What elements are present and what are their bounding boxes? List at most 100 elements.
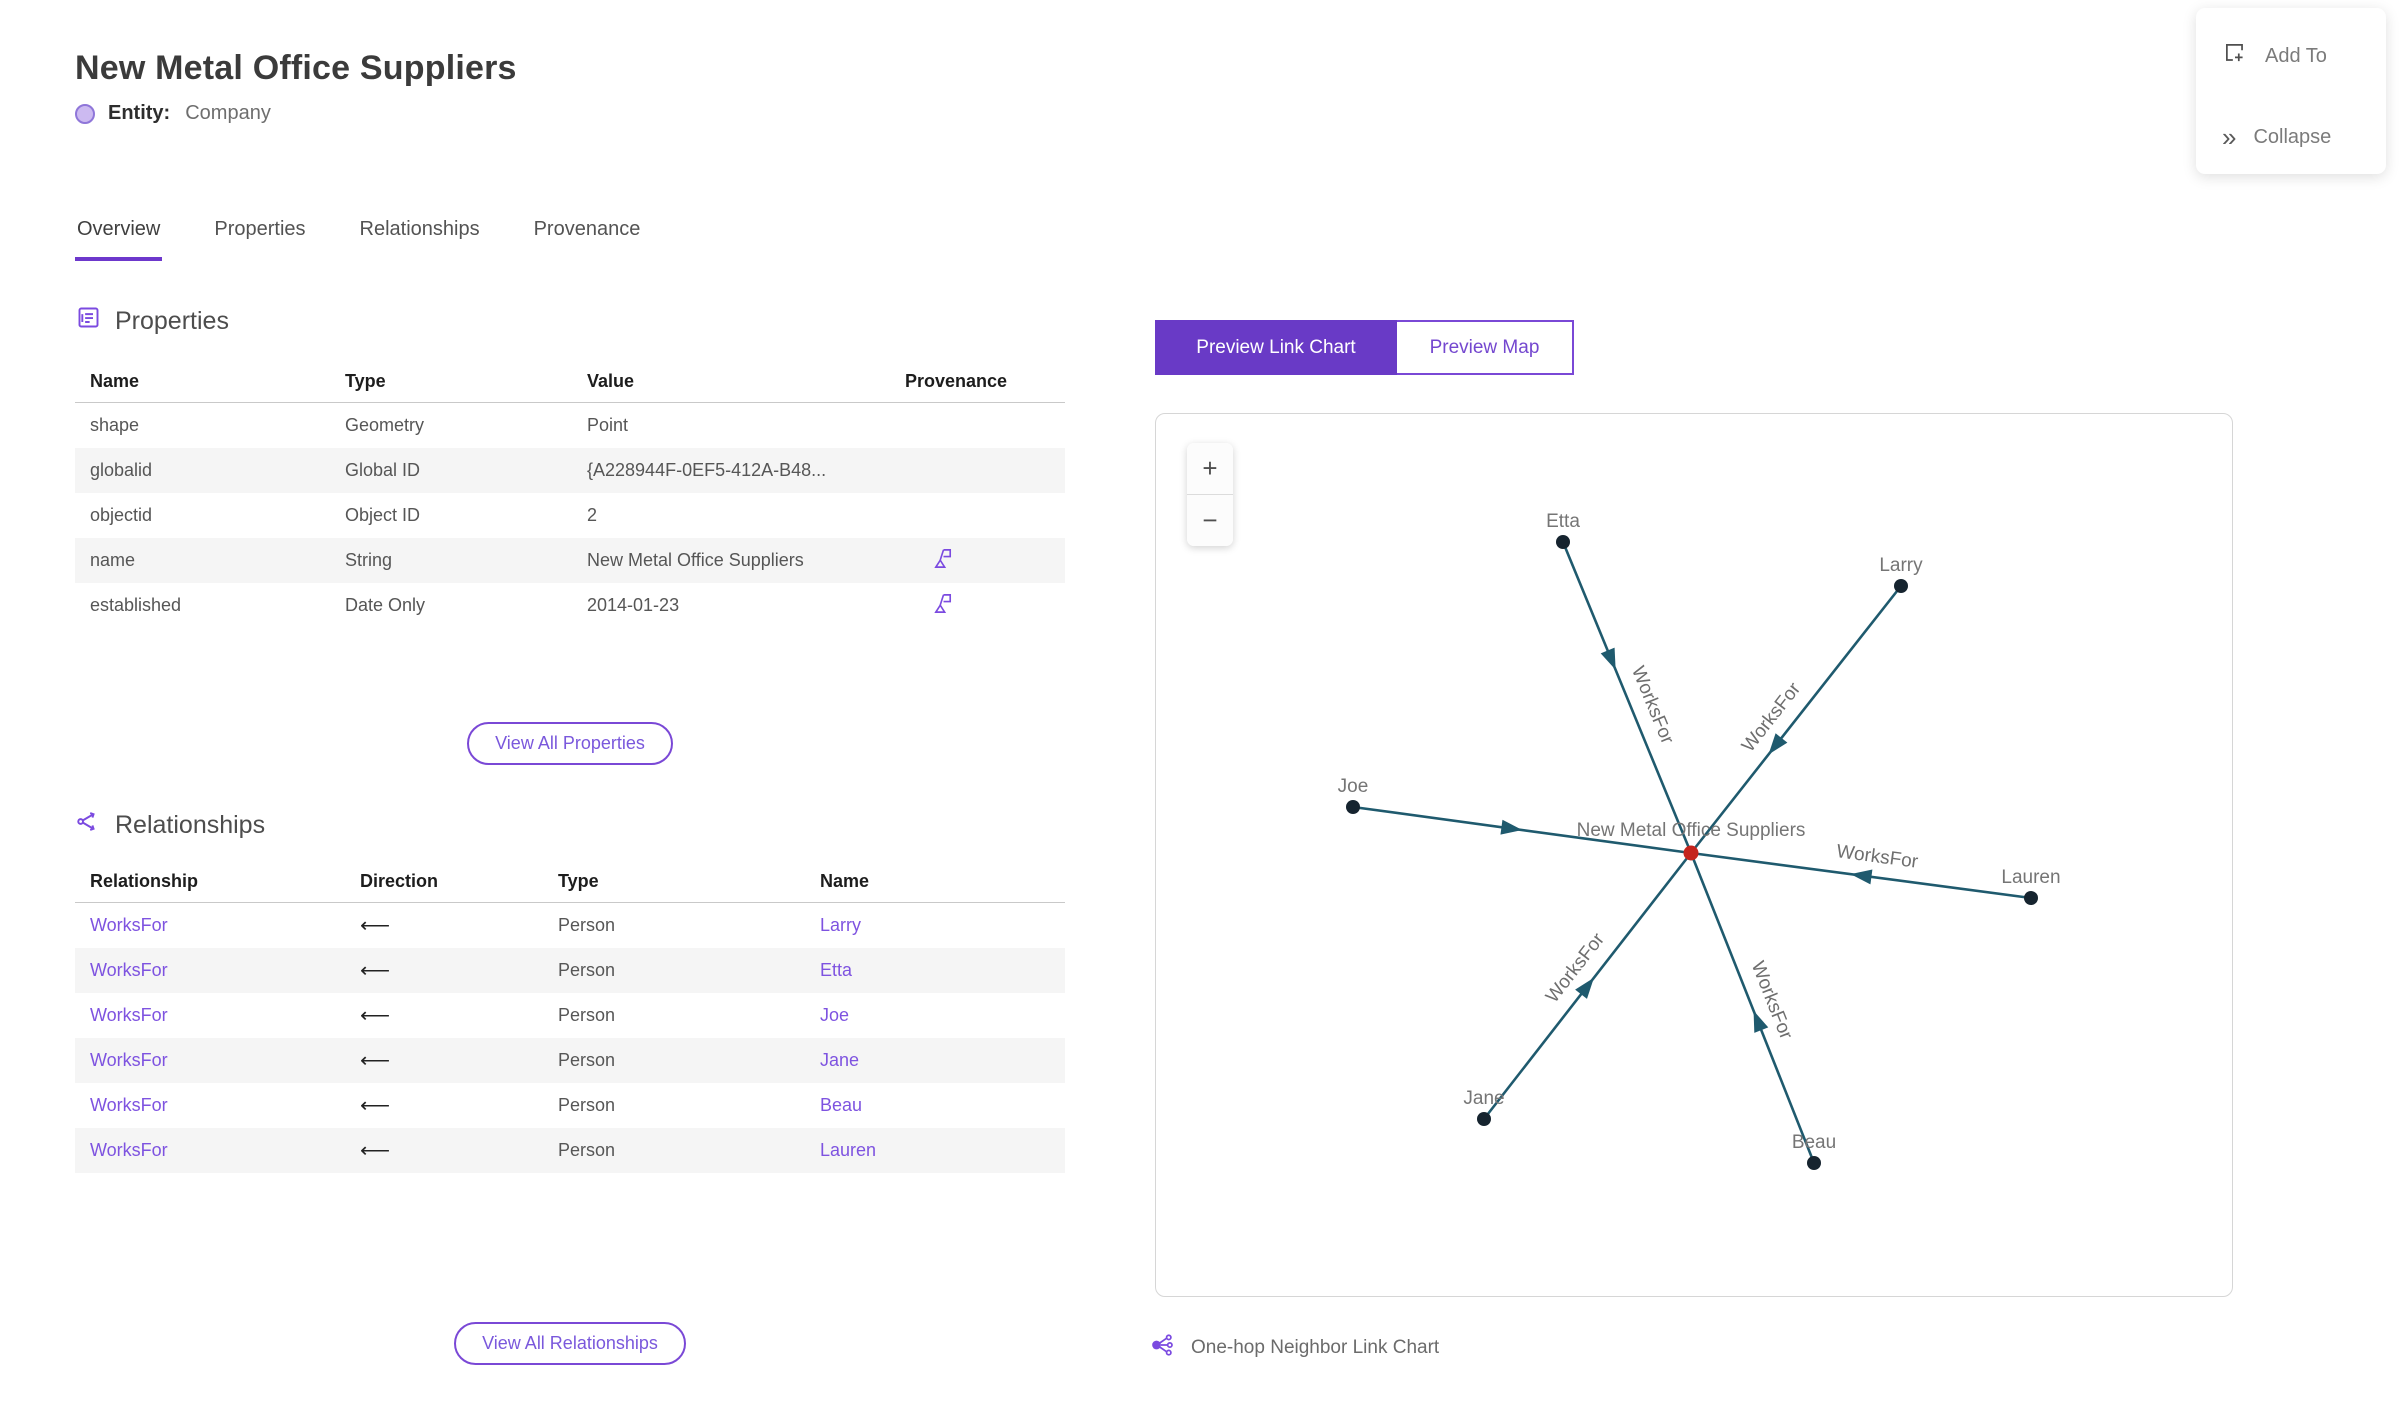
entity-type-icon <box>75 103 95 124</box>
tab-provenance[interactable]: Provenance <box>533 218 641 240</box>
direction-arrow: ⟵ <box>360 1139 391 1162</box>
chart-caption: One-hop Neighbor Link Chart <box>1191 1337 1440 1358</box>
zoom-in-button[interactable]: + <box>1187 443 1233 494</box>
entity-row: Entity: Company <box>75 102 271 125</box>
table-row: WorksFor ⟵ Person Etta <box>75 948 1065 993</box>
prop-provenance[interactable] <box>890 592 1065 620</box>
tab-properties[interactable]: Properties <box>214 218 306 240</box>
preview-link-chart-button[interactable]: Preview Link Chart <box>1155 320 1397 375</box>
entity-name-link[interactable]: Beau <box>820 1095 863 1115</box>
view-all-relationships-button[interactable]: View All Relationships <box>454 1322 686 1365</box>
relationships-table-body: WorksFor ⟵ Person Larry WorksFor ⟵ Person Etta W… <box>75 903 1065 1173</box>
edge-label: WorksFor <box>1835 841 1920 873</box>
relationship-link[interactable]: WorksFor <box>90 1050 168 1070</box>
relationship-link[interactable]: WorksFor <box>90 1095 168 1115</box>
prop-type: String <box>345 550 393 570</box>
provenance-flag-icon[interactable] <box>932 547 955 575</box>
tab-overview[interactable]: Overview <box>75 212 163 261</box>
direction-arrow: ⟵ <box>360 1004 391 1027</box>
center-node-label: New Metal Office Suppliers <box>1577 820 1806 841</box>
table-row: WorksFor ⟵ Person Joe <box>75 993 1065 1038</box>
link-chart-canvas[interactable]: WorksFor WorksFor WorksFor WorksFor WorksFor… <box>1156 414 2232 1296</box>
properties-icon <box>75 304 102 338</box>
direction-arrow: ⟵ <box>360 959 391 982</box>
provenance-flag-icon[interactable] <box>932 592 955 620</box>
properties-table-body: shape Geometry Point globalid Global ID {A228… <box>75 403 1065 628</box>
edge-label: WorksFor <box>1627 663 1678 747</box>
prop-provenance[interactable] <box>890 547 1065 575</box>
col-provenance: Provenance <box>905 370 1008 391</box>
zoom-control: + − <box>1187 443 1233 546</box>
prop-name: globalid <box>90 460 153 480</box>
relationships-section-header: Relationships <box>75 808 265 842</box>
edge-arrow-icon <box>1500 819 1523 835</box>
relationship-link[interactable]: WorksFor <box>90 1005 168 1025</box>
direction-arrow: ⟵ <box>360 914 391 937</box>
prop-value: New Metal Office Suppliers <box>587 550 804 570</box>
tab-bar: Overview Properties Relationships Proven… <box>75 212 642 261</box>
prop-type: Geometry <box>345 415 425 435</box>
edge-arrow-icon <box>1850 869 1873 885</box>
entity-name-link[interactable]: Jane <box>820 1050 860 1070</box>
prop-value: Point <box>587 415 629 435</box>
relationship-link[interactable]: WorksFor <box>90 915 168 935</box>
node-label: Lauren <box>2001 867 2060 888</box>
preview-toggle: Preview Link Chart Preview Map <box>1155 320 1574 375</box>
person-node[interactable] <box>1346 800 1360 814</box>
col-type: Type <box>558 870 599 891</box>
relationships-section-title: Relationships <box>115 810 266 839</box>
relationship-link[interactable]: WorksFor <box>90 1140 168 1160</box>
preview-map-button[interactable]: Preview Map <box>1397 320 1574 375</box>
person-node[interactable] <box>1477 1112 1491 1126</box>
col-relationship: Relationship <box>90 870 199 891</box>
node-label: Beau <box>1792 1132 1836 1153</box>
person-node[interactable] <box>2024 891 2038 905</box>
add-to-icon <box>2222 40 2248 72</box>
entity-name-link[interactable]: Joe <box>820 1005 850 1025</box>
node-label: Joe <box>1338 776 1369 797</box>
table-row: shape Geometry Point <box>75 403 1065 448</box>
person-node[interactable] <box>1807 1156 1821 1170</box>
collapse-button[interactable]: » Collapse <box>2222 124 2331 150</box>
table-row: objectid Object ID 2 <box>75 493 1065 538</box>
view-all-properties-button[interactable]: View All Properties <box>467 722 673 765</box>
edge-arrow-icon <box>1753 1010 1769 1033</box>
entity-name-link[interactable]: Larry <box>820 915 862 935</box>
edge-arrow-icon <box>1768 733 1788 755</box>
relationship-type: Person <box>558 1140 616 1160</box>
prop-type: Date Only <box>345 595 426 615</box>
prop-name: name <box>90 550 136 570</box>
relationship-type: Person <box>558 960 616 980</box>
person-node[interactable] <box>1556 535 1570 549</box>
zoom-out-button[interactable]: − <box>1187 495 1233 546</box>
col-name: Name <box>820 870 870 891</box>
node-label: Jane <box>1463 1088 1504 1109</box>
collapse-label: Collapse <box>2253 125 2332 148</box>
edge-arrow-icon <box>1600 647 1616 670</box>
entity-name-link[interactable]: Etta <box>820 960 853 980</box>
relationship-type: Person <box>558 1095 616 1115</box>
person-node[interactable] <box>1894 579 1908 593</box>
prop-type: Global ID <box>345 460 421 480</box>
prop-value: {A228944F-0EF5-412A-B48... <box>587 460 827 480</box>
relationship-type: Person <box>558 1005 616 1025</box>
table-row: WorksFor ⟵ Person Beau <box>75 1083 1065 1128</box>
edge-label: WorksFor <box>1747 958 1797 1043</box>
node-label: Etta <box>1546 511 1580 532</box>
table-row: WorksFor ⟵ Person Lauren <box>75 1128 1065 1173</box>
table-row: WorksFor ⟵ Person Larry <box>75 903 1065 948</box>
table-row: WorksFor ⟵ Person Jane <box>75 1038 1065 1083</box>
direction-arrow: ⟵ <box>360 1049 391 1072</box>
add-to-button[interactable]: Add To <box>2222 40 2327 72</box>
entity-name-link[interactable]: Lauren <box>820 1140 877 1160</box>
prop-name: objectid <box>90 505 153 525</box>
center-node[interactable] <box>1683 845 1699 861</box>
table-row: established Date Only 2014-01-23 <box>75 583 1065 628</box>
properties-section-title: Properties <box>115 306 229 335</box>
zoom-divider <box>1187 494 1233 495</box>
relationships-table: Relationship Direction Type Name WorksFo… <box>75 860 1065 1173</box>
col-direction: Direction <box>360 870 439 891</box>
collapse-icon: » <box>2222 122 2237 152</box>
relationship-link[interactable]: WorksFor <box>90 960 168 980</box>
tab-relationships[interactable]: Relationships <box>359 218 480 240</box>
